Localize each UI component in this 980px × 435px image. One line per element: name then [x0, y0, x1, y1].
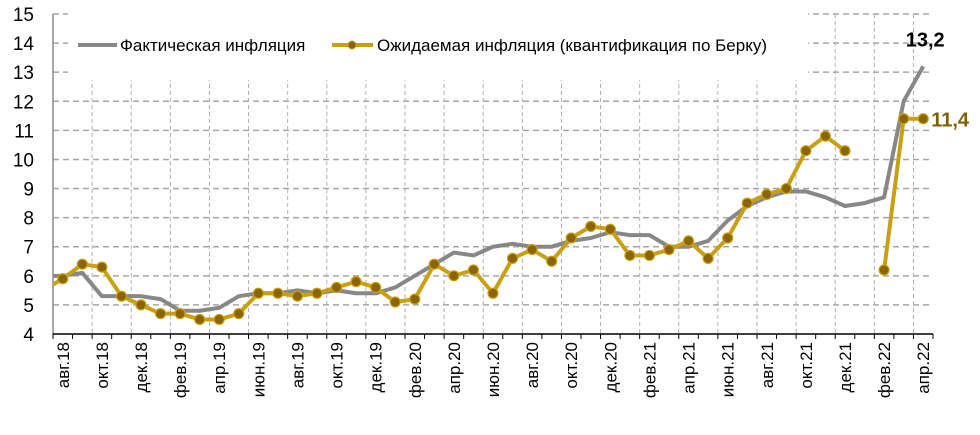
x-tick-label: апр.20: [445, 342, 464, 394]
x-tick-label: дек.21: [836, 342, 855, 392]
x-tick-label: авг.19: [288, 342, 307, 388]
x-tick-label: фев.21: [640, 342, 659, 398]
expected-inflation-marker: [917, 113, 929, 125]
expected-inflation-marker: [135, 299, 147, 311]
expected-inflation-marker: [389, 296, 401, 308]
expected-inflation-marker: [57, 273, 69, 285]
expected-inflation-marker: [878, 264, 890, 276]
expected-inflation-marker: [409, 293, 421, 305]
expected-inflation-marker: [546, 255, 558, 267]
expected-inflation-marker: [311, 287, 323, 299]
expected-inflation-marker: [154, 308, 167, 320]
x-tick-label: дек.20: [601, 342, 620, 392]
expected-inflation-marker: [682, 235, 695, 247]
x-tick-label: апр.19: [210, 342, 229, 394]
x-tick-label: окт.20: [562, 342, 581, 389]
expected-inflation-marker: [898, 113, 910, 125]
expected-inflation-marker: [741, 197, 753, 209]
y-tick-label: 10: [13, 150, 34, 171]
expected-inflation-marker: [194, 313, 206, 326]
expected-inflation-marker: [761, 188, 773, 200]
expected-inflation-marker: [233, 308, 245, 320]
expected-inflation-marker: [487, 287, 499, 299]
y-axis-tick-labels: 4 5 6 7 8 9 10 11 12 13 14 15: [13, 5, 35, 346]
x-tick-label: фев.22: [875, 342, 894, 398]
y-tick-label: 7: [23, 238, 34, 259]
axes: [52, 14, 934, 339]
x-tick-label: июн.21: [719, 342, 738, 397]
expected-inflation-marker: [722, 232, 734, 244]
y-tick-label: 12: [13, 92, 34, 113]
expected-inflation-marker: [252, 287, 264, 299]
x-tick-label: апр.22: [914, 342, 933, 394]
expected-inflation-marker: [819, 130, 832, 142]
x-tick-label: авг.21: [758, 342, 777, 388]
expected-inflation-marker: [604, 223, 616, 235]
x-tick-label: дек.18: [132, 342, 151, 392]
expected-inflation-marker: [467, 264, 480, 276]
expected-inflation-marker: [76, 258, 88, 270]
expected-inflation-marker: [506, 252, 519, 264]
x-tick-label: июн.19: [249, 342, 268, 397]
value-annotation: 11,4: [931, 110, 970, 132]
expected-inflation-marker: [839, 145, 851, 157]
expected-inflation-marker: [526, 244, 538, 256]
expected-inflation-marker: [291, 290, 304, 302]
expected-inflation-marker: [350, 276, 362, 288]
x-tick-label: авг.20: [523, 342, 542, 388]
x-tick-label: фев.19: [171, 342, 190, 398]
expected-inflation-marker: [448, 270, 460, 282]
x-tick-label: дек.19: [367, 342, 386, 392]
y-tick-label: 6: [23, 267, 34, 288]
expected-inflation-marker: [174, 308, 186, 320]
legend-background: [68, 0, 808, 80]
x-tick-label: фев.20: [406, 342, 425, 398]
y-tick-label: 11: [14, 121, 34, 142]
y-tick-label: 5: [23, 296, 34, 317]
y-tick-label: 13: [13, 63, 34, 84]
expected-inflation-marker: [115, 290, 128, 302]
expected-inflation-marker: [780, 182, 792, 195]
expected-inflation-marker: [800, 145, 812, 157]
x-tick-label: окт.18: [93, 342, 112, 389]
expected-inflation-marker: [428, 258, 440, 270]
expected-inflation-marker: [663, 244, 675, 256]
expected-inflation-marker: [272, 287, 284, 299]
y-tick-label: 15: [13, 5, 34, 26]
y-tick-label: 8: [23, 209, 34, 230]
actual-inflation-line: [53, 65, 925, 313]
expected-inflation-marker: [643, 249, 656, 262]
x-tick-label: июн.20: [484, 342, 503, 397]
x-tick-label: окт.19: [328, 342, 347, 389]
x-axis-tick-labels: авг.18 окт.18 дек.18 фев.19 апр.19 июн.19 авг.…: [54, 342, 933, 398]
expected-inflation-marker: [370, 281, 382, 294]
expected-inflation-marker: [330, 281, 343, 294]
expected-inflation-marker: [624, 249, 636, 262]
x-tick-label: апр.21: [680, 342, 699, 394]
y-tick-label: 9: [23, 180, 34, 201]
x-tick-label: окт.21: [797, 342, 816, 389]
expected-inflation-marker: [702, 252, 714, 264]
series-lines: [53, 65, 929, 326]
y-tick-label: 4: [23, 325, 34, 346]
expected-inflation-marker: [565, 232, 577, 244]
y-tick-label: 14: [13, 34, 35, 55]
value-annotation: 13,2: [906, 29, 945, 51]
expected-inflation-marker: [585, 220, 597, 232]
legend: Фактическая инфляция Ожидаемая инфляция …: [78, 36, 767, 55]
legend-actual-label: Фактическая инфляция: [120, 36, 305, 55]
legend-expected-label: Ожидаемая инфляция (квантификация по Бер…: [377, 36, 767, 55]
expected-inflation-marker: [213, 313, 225, 326]
legend-expected-marker-icon: [347, 40, 357, 50]
expected-inflation-marker: [96, 261, 108, 273]
x-tick-label: авг.18: [54, 342, 73, 388]
data-annotations: 13,2 11,4: [906, 29, 970, 131]
